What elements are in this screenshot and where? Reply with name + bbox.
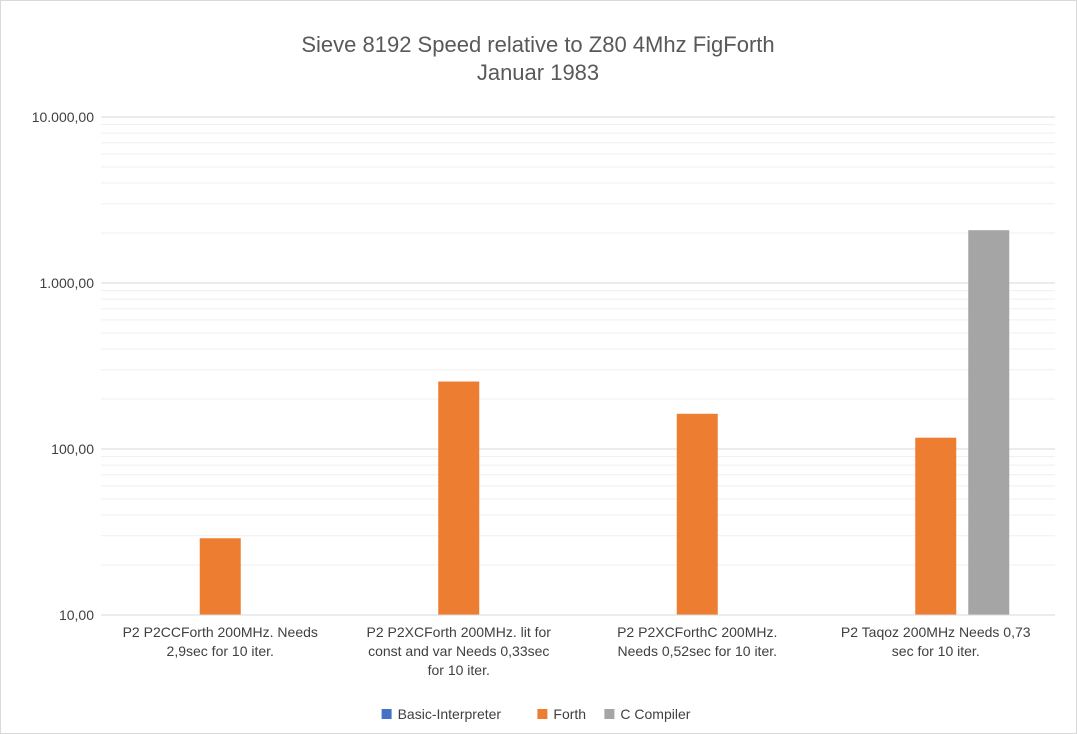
bars bbox=[199, 230, 1010, 616]
chart-title-line-1: Sieve 8192 Speed relative to Z80 4Mhz Fi… bbox=[301, 32, 774, 57]
legend-label: C Compiler bbox=[620, 706, 690, 722]
legend-label: Basic-Interpreter bbox=[398, 706, 502, 722]
y-tick-label: 100,00 bbox=[51, 441, 94, 457]
bar-forth bbox=[199, 538, 241, 615]
legend-swatch bbox=[381, 709, 392, 719]
category-label: const and var Needs 0,33sec bbox=[368, 643, 549, 659]
category-label: P2 P2XCForth 200MHz. lit for bbox=[367, 624, 552, 640]
y-tick-label: 10,00 bbox=[59, 607, 94, 623]
category-label: P2 Taqoz 200MHz Needs 0,73 bbox=[841, 624, 1031, 640]
legend: Basic-Interpreter Forth C Compiler bbox=[381, 706, 691, 722]
category-label: P2 P2CCForth 200MHz. Needs bbox=[123, 624, 318, 640]
category-label: P2 P2XCForthC 200MHz. bbox=[617, 624, 777, 640]
category-label: for 10 iter. bbox=[428, 662, 490, 678]
legend-label: Forth bbox=[553, 706, 586, 722]
category-label: Needs 0,52sec for 10 iter. bbox=[617, 643, 777, 659]
bar-forth bbox=[915, 437, 957, 615]
y-tick-label: 1.000,00 bbox=[40, 275, 95, 291]
category-label: 2,9sec for 10 iter. bbox=[167, 643, 274, 659]
legend-swatch bbox=[537, 709, 548, 719]
y-axis-tick-labels: 10,00 100,00 1.000,00 10.000,00 bbox=[32, 109, 95, 623]
category-label: sec for 10 iter. bbox=[892, 643, 980, 659]
bar-c-compiler bbox=[968, 230, 1010, 616]
bar-forth bbox=[676, 413, 718, 615]
y-tick-label: 10.000,00 bbox=[32, 109, 94, 125]
chart-title-line-2: Januar 1983 bbox=[477, 60, 599, 85]
category-labels: P2 P2CCForth 200MHz. Needs 2,9sec for 10 … bbox=[123, 624, 1031, 678]
bar-forth bbox=[438, 381, 480, 615]
legend-swatch bbox=[604, 709, 615, 719]
